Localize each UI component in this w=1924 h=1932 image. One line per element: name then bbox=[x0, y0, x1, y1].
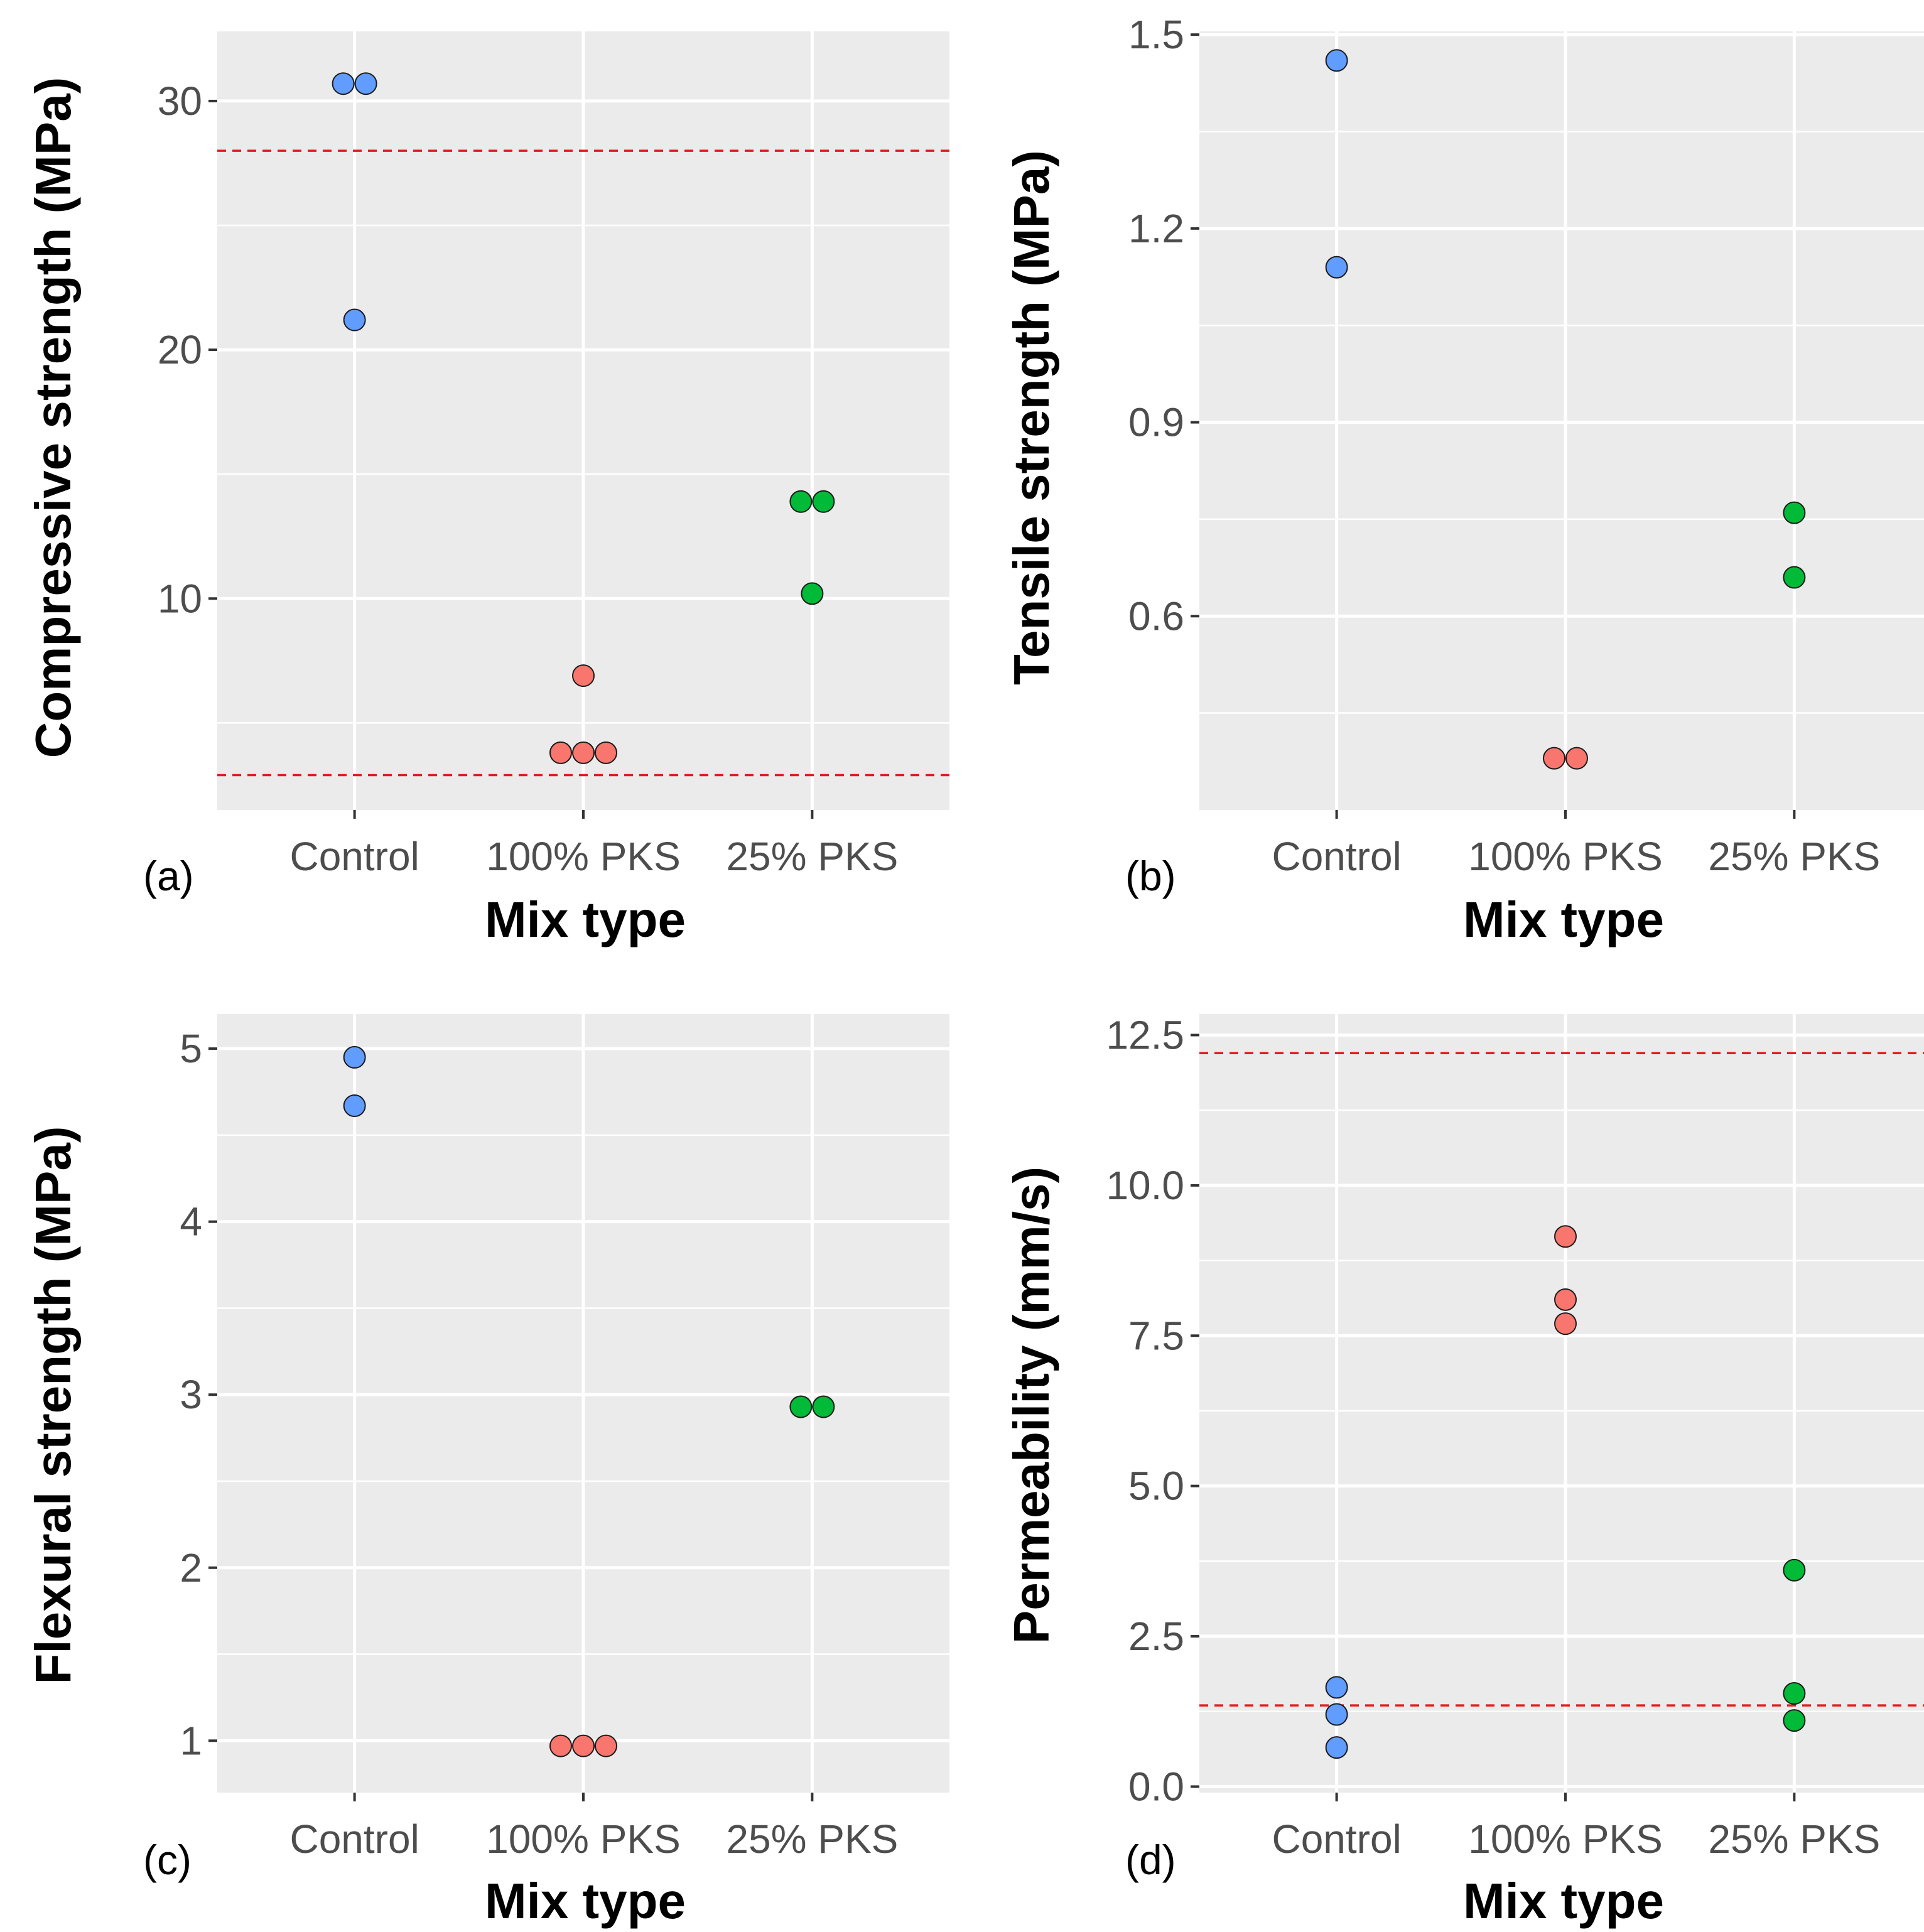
panel-d-xtick-label-100-pks: 100% PKS bbox=[1468, 1816, 1663, 1862]
panel-c-tag: (c) bbox=[143, 1837, 192, 1883]
panel-c-ytick-label: 1 bbox=[180, 1718, 202, 1763]
panel-a-xtick-label-100-pks: 100% PKS bbox=[486, 834, 681, 879]
panel-a-xlabel: Mix type bbox=[485, 892, 686, 947]
panel-b-ytick-label: 1.5 bbox=[1128, 12, 1184, 57]
panel-d: Permeability (mm/s) Mix type (d) 0.0 2.5 5… bbox=[1003, 1013, 1924, 1929]
panel-b-xtick-label-control: Control bbox=[1272, 834, 1401, 879]
panel-b-point-control bbox=[1325, 49, 1348, 72]
panel-c-point-25-pks bbox=[789, 1395, 813, 1418]
panel-c-point-100-pks bbox=[549, 1734, 572, 1757]
panel-d-point-100-pks bbox=[1554, 1312, 1577, 1336]
panel-b-point-25-pks bbox=[1783, 566, 1806, 589]
panel-c: Flexural strength (MPa) Mix type (c) 1 2 3… bbox=[25, 1014, 949, 1929]
panel-c-ytick-label: 4 bbox=[180, 1199, 202, 1244]
panel-d-ytick-label: 0.0 bbox=[1128, 1764, 1184, 1809]
panel-c-ytick-label: 3 bbox=[180, 1372, 202, 1417]
panel-d-ytick-label: 2.5 bbox=[1128, 1614, 1184, 1659]
panel-d-xlabel: Mix type bbox=[1463, 1873, 1664, 1929]
panel-d-tag: (d) bbox=[1125, 1837, 1176, 1883]
panel-a-ylabel: Compressive strength (MPa) bbox=[25, 77, 81, 758]
panel-a-point-control bbox=[332, 72, 355, 95]
panel-a-point-control bbox=[343, 308, 366, 332]
panel-a-tag: (a) bbox=[143, 853, 194, 899]
panel-b-ylabel: Tensile strength (MPa) bbox=[1003, 150, 1059, 685]
panel-a-xtick-label-control: Control bbox=[289, 834, 419, 879]
panel-c-point-100-pks bbox=[595, 1734, 617, 1757]
panel-b-point-100-pks bbox=[1565, 747, 1588, 770]
panel-d-xtick-label-control: Control bbox=[1272, 1816, 1401, 1862]
panel-a-point-25-pks bbox=[801, 582, 824, 605]
panel-b-xtick-label-25-pks: 25% PKS bbox=[1708, 834, 1880, 879]
panel-c-ylabel: Flexural strength (MPa) bbox=[25, 1126, 81, 1684]
panel-b-point-100-pks bbox=[1543, 747, 1565, 770]
panel-c-xlabel: Mix type bbox=[485, 1873, 686, 1929]
panel-a-point-control bbox=[354, 72, 377, 95]
panel-a-point-25-pks bbox=[789, 490, 813, 513]
panel-d-point-25-pks bbox=[1783, 1709, 1806, 1732]
panel-c-xtick-label-25-pks: 25% PKS bbox=[726, 1816, 898, 1862]
panel-a-point-25-pks bbox=[812, 490, 835, 513]
panel-d-xtick-label-25-pks: 25% PKS bbox=[1708, 1816, 1880, 1862]
panel-a-point-100-pks bbox=[572, 741, 595, 764]
panel-b-background bbox=[1199, 31, 1924, 810]
panel-c-xtick-label-control: Control bbox=[289, 1816, 419, 1862]
panel-c-xtick-label-100-pks: 100% PKS bbox=[486, 1816, 681, 1862]
panel-b-xlabel: Mix type bbox=[1463, 892, 1664, 947]
panel-d-point-100-pks bbox=[1554, 1225, 1577, 1248]
panel-b: Tensile strength (MPa) Mix type (b) 0.6 0… bbox=[1003, 12, 1924, 947]
panel-d-ytick-label: 10.0 bbox=[1106, 1163, 1184, 1208]
panel-d-ytick-label: 7.5 bbox=[1128, 1313, 1184, 1358]
panel-d-point-control bbox=[1325, 1736, 1348, 1759]
panel-a-ytick-label: 20 bbox=[158, 327, 202, 372]
panel-d-point-25-pks bbox=[1783, 1682, 1806, 1705]
panel-d-point-control bbox=[1325, 1703, 1348, 1726]
panel-a: Compressive strength (MPa) Mix type (a) … bbox=[25, 31, 949, 947]
panel-c-ytick-label: 5 bbox=[180, 1026, 202, 1071]
panel-c-point-100-pks bbox=[572, 1734, 595, 1757]
panel-b-point-25-pks bbox=[1783, 501, 1806, 524]
panel-b-point-control bbox=[1325, 256, 1348, 279]
panel-a-point-100-pks bbox=[595, 741, 617, 764]
panel-d-ytick-label: 5.0 bbox=[1128, 1464, 1184, 1509]
panel-a-point-100-pks bbox=[572, 664, 595, 688]
panel-d-background bbox=[1199, 1014, 1924, 1793]
panel-d-point-control bbox=[1325, 1676, 1348, 1699]
panel-d-point-25-pks bbox=[1783, 1558, 1806, 1582]
panel-b-xtick-label-100-pks: 100% PKS bbox=[1468, 834, 1663, 879]
panel-a-ytick-label: 10 bbox=[158, 576, 202, 621]
panel-d-ytick-label: 12.5 bbox=[1106, 1013, 1184, 1058]
panel-b-tag: (b) bbox=[1125, 853, 1176, 899]
panel-c-point-25-pks bbox=[812, 1395, 835, 1418]
panel-c-point-control bbox=[343, 1045, 366, 1069]
panel-a-xtick-label-25-pks: 25% PKS bbox=[726, 834, 898, 879]
panel-b-ytick-label: 0.9 bbox=[1128, 400, 1184, 445]
panel-b-ytick-label: 0.6 bbox=[1128, 593, 1184, 639]
panel-d-point-100-pks bbox=[1554, 1288, 1577, 1311]
panel-a-point-100-pks bbox=[549, 741, 572, 764]
panel-b-ytick-label: 1.2 bbox=[1128, 206, 1184, 251]
panel-a-ytick-label: 30 bbox=[158, 78, 202, 124]
panel-d-ylabel: Permeability (mm/s) bbox=[1003, 1167, 1059, 1644]
panel-c-point-control bbox=[343, 1094, 366, 1118]
panel-c-ytick-label: 2 bbox=[180, 1545, 202, 1590]
